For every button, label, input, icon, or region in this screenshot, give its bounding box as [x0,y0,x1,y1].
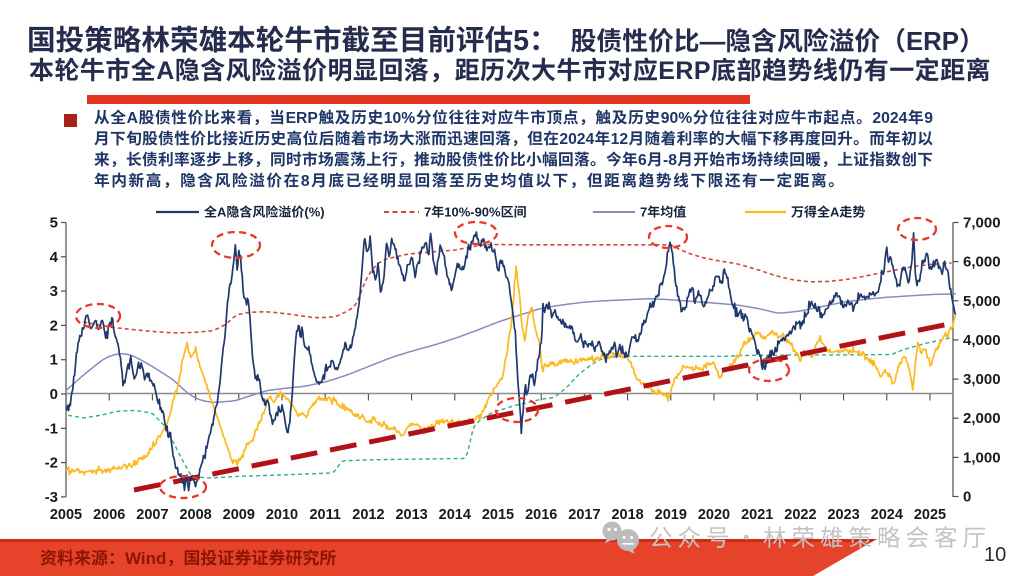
svg-text:2021: 2021 [741,507,773,523]
svg-text:2012: 2012 [352,507,384,523]
svg-text:2006: 2006 [93,507,125,523]
svg-text:-2: -2 [45,455,58,472]
svg-text:2007: 2007 [136,507,168,523]
svg-text:0: 0 [963,489,971,506]
svg-text:7年10%-90%区间: 7年10%-90%区间 [424,205,527,220]
svg-text:2025: 2025 [914,507,946,523]
svg-text:2: 2 [50,317,58,334]
svg-text:2008: 2008 [179,507,211,523]
svg-text:2015: 2015 [482,507,514,523]
svg-text:5: 5 [50,215,58,232]
svg-text:5,000: 5,000 [963,293,1001,310]
svg-text:-1: -1 [45,420,58,437]
svg-text:7年均值: 7年均值 [640,205,686,220]
svg-text:2020: 2020 [698,507,730,523]
svg-text:2009: 2009 [223,507,255,523]
svg-text:2024: 2024 [871,507,903,523]
svg-text:2005: 2005 [50,507,82,523]
svg-text:全A隐含风险溢价(%): 全A隐含风险溢价(%) [204,205,325,220]
svg-text:0: 0 [50,386,58,403]
svg-text:3,000: 3,000 [963,371,1001,388]
svg-text:2014: 2014 [439,507,471,523]
svg-text:1: 1 [50,352,58,369]
svg-text:2019: 2019 [655,507,687,523]
svg-text:4,000: 4,000 [963,332,1001,349]
svg-text:2013: 2013 [395,507,427,523]
svg-text:2,000: 2,000 [963,410,1001,427]
svg-text:1,000: 1,000 [963,449,1001,466]
svg-text:2010: 2010 [266,507,298,523]
svg-text:2011: 2011 [309,507,340,523]
svg-text:2018: 2018 [611,507,643,523]
svg-text:7,000: 7,000 [963,215,1001,232]
svg-text:2016: 2016 [525,507,557,523]
svg-text:6,000: 6,000 [963,254,1001,271]
svg-text:4: 4 [50,249,59,266]
svg-text:3: 3 [50,283,58,300]
svg-text:万得全A走势: 万得全A走势 [791,205,865,220]
svg-text:2023: 2023 [827,507,859,523]
svg-text:2017: 2017 [568,507,600,523]
svg-text:2022: 2022 [784,507,816,523]
svg-text:-3: -3 [45,489,58,506]
